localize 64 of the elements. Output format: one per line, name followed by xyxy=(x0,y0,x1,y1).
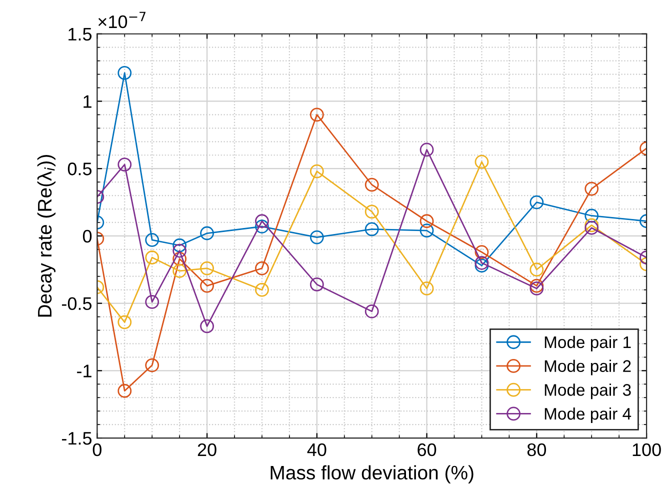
point xyxy=(255,261,269,276)
point xyxy=(310,278,324,292)
point xyxy=(584,208,599,223)
point xyxy=(474,245,489,260)
point xyxy=(145,233,160,247)
point xyxy=(420,214,434,228)
y-axis-title: Decay rate (Re(λ$_{i}$)) xyxy=(37,155,56,317)
point xyxy=(530,195,544,210)
point xyxy=(255,214,269,228)
x-tick-label: 0 xyxy=(92,443,102,456)
legend-label: Mode pair 2 xyxy=(544,360,631,376)
point xyxy=(420,282,434,296)
x-tick-label: 80 xyxy=(527,443,546,456)
text: ×10$^{−7}$ xyxy=(98,12,146,28)
point xyxy=(364,204,379,219)
x-tick-label: 40 xyxy=(307,443,326,456)
legend-label: Mode pair 4 xyxy=(544,407,632,424)
point xyxy=(420,224,434,238)
point xyxy=(118,315,132,330)
point xyxy=(420,142,434,157)
point xyxy=(255,282,269,297)
point xyxy=(200,278,214,293)
y-tick-label: 0 xyxy=(82,230,92,243)
point xyxy=(118,66,132,80)
point xyxy=(474,154,489,169)
point xyxy=(530,262,544,277)
point xyxy=(172,252,187,266)
point xyxy=(145,250,160,264)
point xyxy=(172,264,187,278)
point xyxy=(530,282,544,296)
point xyxy=(364,304,379,318)
point xyxy=(584,218,599,232)
point xyxy=(145,295,160,309)
x-tick-label: 100 xyxy=(632,443,661,456)
point xyxy=(255,220,269,234)
point xyxy=(310,164,324,178)
point xyxy=(172,244,187,258)
y-tick-label: 1 xyxy=(84,95,92,108)
point xyxy=(200,226,214,240)
point xyxy=(364,178,379,192)
y-tick-label: -0.5 xyxy=(62,297,92,310)
y-tick-label: 1.5 xyxy=(68,28,92,41)
point xyxy=(584,220,599,235)
point xyxy=(172,238,187,252)
x-tick-label: 20 xyxy=(198,443,216,456)
point xyxy=(474,256,489,270)
point xyxy=(530,278,544,293)
legend-label: Mode pair 1 xyxy=(544,336,631,352)
y-tick-label: 0.5 xyxy=(68,162,92,176)
point xyxy=(310,230,324,244)
point xyxy=(584,182,599,196)
point xyxy=(118,384,132,398)
x-tick-label: 60 xyxy=(418,443,436,456)
point xyxy=(474,258,489,273)
point xyxy=(118,158,132,172)
point xyxy=(310,108,324,122)
point xyxy=(364,222,379,236)
legend-label: Mode pair 3 xyxy=(544,384,631,400)
y-tick-label: -1 xyxy=(77,364,92,378)
y-tick-label: -1.5 xyxy=(62,432,92,445)
point xyxy=(145,358,160,372)
point xyxy=(200,261,214,276)
x-axis-title: Mass flow deviation (%) xyxy=(270,465,474,484)
point xyxy=(200,319,214,334)
